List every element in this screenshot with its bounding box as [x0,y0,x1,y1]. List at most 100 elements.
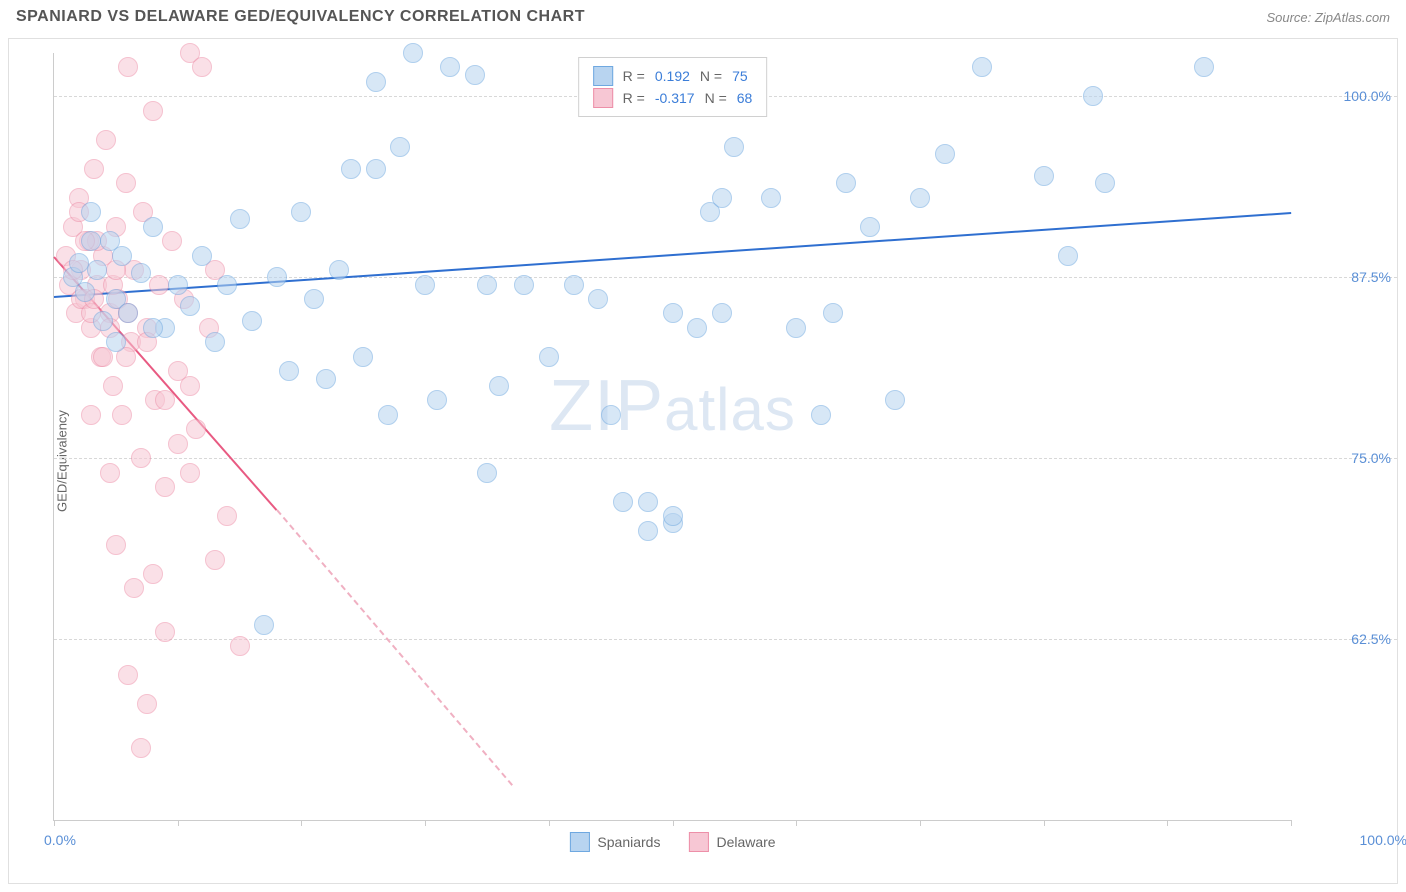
scatter-point [860,217,880,237]
scatter-point [601,405,621,425]
scatter-point [390,137,410,157]
scatter-point [205,550,225,570]
y-tick-label: 87.5% [1301,269,1391,285]
x-tick [301,820,302,826]
x-tick [920,820,921,826]
scatter-point [316,369,336,389]
watermark: ZIPatlas [549,365,796,447]
x-tick [1044,820,1045,826]
scatter-point [1058,246,1078,266]
scatter-point [81,231,101,251]
scatter-point [1034,166,1054,186]
scatter-point [168,275,188,295]
scatter-point [155,390,175,410]
scatter-point [155,622,175,642]
correlation-legend: R = 0.192 N = 75 R = -0.317 N = 68 [578,57,768,117]
chart-source: Source: ZipAtlas.com [1266,10,1390,25]
scatter-point [84,159,104,179]
scatter-point [403,43,423,63]
scatter-point [267,267,287,287]
x-tick [425,820,426,826]
scatter-point [329,260,349,280]
scatter-point [638,492,658,512]
scatter-point [279,361,299,381]
scatter-point [687,318,707,338]
scatter-point [93,311,113,331]
scatter-point [1194,57,1214,77]
scatter-point [75,282,95,302]
scatter-point [712,303,732,323]
swatch-spaniards-icon [569,832,589,852]
y-tick-label: 100.0% [1301,88,1391,104]
chart-header: SPANIARD VS DELAWARE GED/EQUIVALENCY COR… [0,0,1406,30]
scatter-point [118,303,138,323]
plot-area: ZIPatlas R = 0.192 N = 75 R = -0.317 N =… [53,53,1291,821]
x-tick-label: 0.0% [44,832,76,848]
scatter-point [341,159,361,179]
scatter-point [972,57,992,77]
scatter-point [353,347,373,367]
scatter-point [149,275,169,295]
x-tick-label: 100.0% [1360,832,1406,848]
scatter-point [106,332,126,352]
scatter-point [724,137,744,157]
scatter-point [131,263,151,283]
scatter-point [155,477,175,497]
y-tick-label: 62.5% [1301,631,1391,647]
legend-row-delaware: R = -0.317 N = 68 [593,88,753,108]
scatter-point [168,434,188,454]
scatter-point [137,694,157,714]
scatter-point [378,405,398,425]
scatter-point [588,289,608,309]
scatter-point [242,311,262,331]
swatch-delaware-icon [593,88,613,108]
scatter-point [477,275,497,295]
scatter-point [87,260,107,280]
scatter-point [81,202,101,222]
scatter-point [143,101,163,121]
scatter-point [143,564,163,584]
scatter-point [118,665,138,685]
scatter-point [291,202,311,222]
scatter-point [811,405,831,425]
chart-container: GED/Equivalency ZIPatlas R = 0.192 N = 7… [8,38,1398,884]
scatter-point [427,390,447,410]
scatter-point [217,275,237,295]
legend-item-spaniards: Spaniards [569,832,660,852]
x-tick [673,820,674,826]
scatter-point [415,275,435,295]
scatter-point [81,405,101,425]
scatter-point [638,521,658,541]
x-tick [1167,820,1168,826]
scatter-point [116,173,136,193]
scatter-point [180,463,200,483]
scatter-point [489,376,509,396]
trend-line [276,509,513,785]
scatter-point [112,246,132,266]
scatter-point [186,419,206,439]
scatter-point [69,253,89,273]
scatter-point [304,289,324,309]
scatter-point [112,405,132,425]
scatter-point [180,376,200,396]
scatter-point [230,209,250,229]
x-tick [178,820,179,826]
gridline [54,277,1397,278]
scatter-point [823,303,843,323]
scatter-point [217,506,237,526]
scatter-point [712,188,732,208]
scatter-point [465,65,485,85]
scatter-point [180,296,200,316]
x-tick [796,820,797,826]
scatter-point [192,246,212,266]
swatch-delaware-icon [688,832,708,852]
chart-title: SPANIARD VS DELAWARE GED/EQUIVALENCY COR… [16,8,585,26]
scatter-point [786,318,806,338]
y-tick-label: 75.0% [1301,450,1391,466]
scatter-point [192,57,212,77]
scatter-point [836,173,856,193]
x-tick [549,820,550,826]
scatter-point [663,506,683,526]
legend-label: Delaware [716,834,775,850]
scatter-point [103,376,123,396]
